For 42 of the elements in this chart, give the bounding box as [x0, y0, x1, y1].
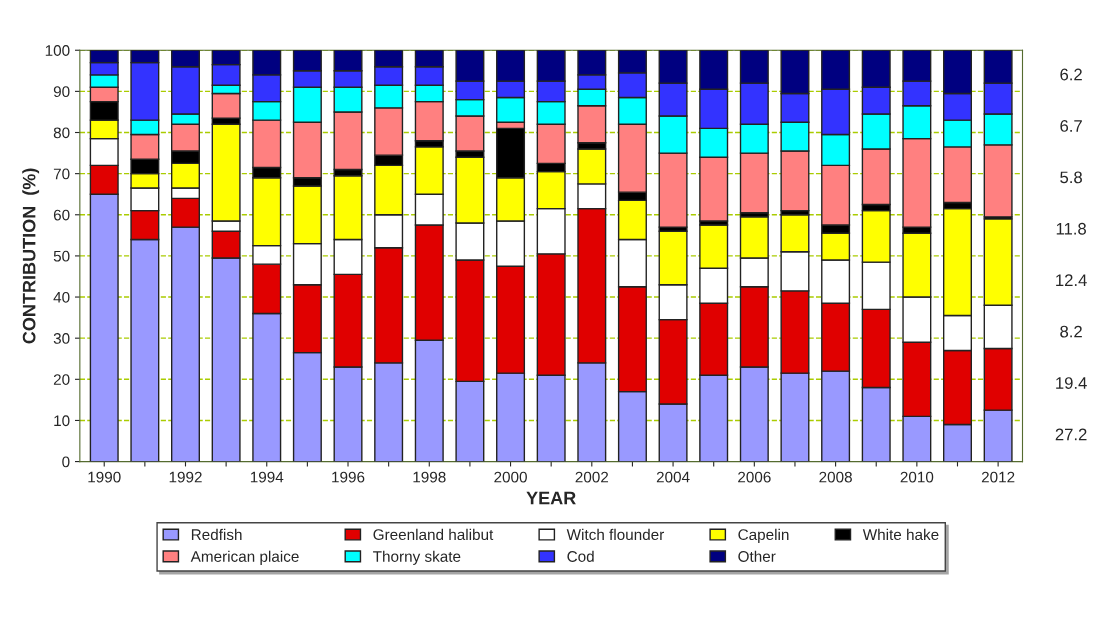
- y-tick-label: 100: [45, 45, 70, 56]
- y-tick-label: 50: [53, 250, 70, 262]
- x-tick-label: 2002: [575, 471, 609, 483]
- text: 6.7: [1060, 120, 1082, 132]
- x-tick-label: 1998: [413, 471, 446, 483]
- y-tick-label: 10: [54, 415, 70, 427]
- x-tick-label: 2000: [494, 471, 527, 483]
- y-tick-label: 70: [53, 168, 70, 180]
- legend-label: Thorny skate: [373, 550, 461, 565]
- x-tick-label: 2004: [656, 471, 690, 483]
- legend-label: Cod: [567, 550, 594, 562]
- text: 8.2: [1060, 325, 1082, 338]
- legend-label: White hake: [862, 528, 939, 541]
- legend-label: Capelin: [738, 528, 789, 544]
- y-tick-label: 60: [53, 209, 70, 221]
- text: 6.2: [1060, 68, 1082, 81]
- text: 11.8: [1056, 222, 1086, 235]
- text: 19.4: [1056, 377, 1087, 389]
- legend-label: Other: [738, 550, 776, 562]
- x-tick-label: 2012: [981, 471, 1015, 483]
- y-tick-label: 20: [53, 374, 70, 385]
- legend-label: Witch flounder: [566, 528, 665, 541]
- x-tick-label: 2008: [819, 471, 852, 483]
- x-tick-label: 1994: [250, 471, 284, 483]
- text: 12.4: [1056, 274, 1087, 286]
- x-tick-label: 2010: [900, 471, 934, 483]
- y-tick-label: 0: [62, 456, 70, 468]
- y-tick-label: 40: [53, 291, 70, 303]
- x-tick-label: 1992: [169, 471, 202, 483]
- text: 5.8: [1060, 171, 1082, 184]
- x-tick-label: 2006: [738, 471, 771, 483]
- y-tick-label: 80: [53, 127, 70, 139]
- x-axis-title: YEAR: [526, 491, 576, 505]
- y-tick-label: 30: [53, 333, 70, 344]
- x-tick-label: 1990: [88, 471, 121, 483]
- legend-label: American plaice: [190, 550, 299, 565]
- legend-label: Greenland halibut: [373, 528, 494, 541]
- text: 27.2: [1055, 428, 1087, 441]
- x-tick-label: 1996: [332, 471, 365, 483]
- y-axis-title: CONTRIBUTION (%): [22, 168, 40, 344]
- y-tick-label: 90: [53, 86, 70, 98]
- legend-label: Redfish: [191, 528, 242, 541]
